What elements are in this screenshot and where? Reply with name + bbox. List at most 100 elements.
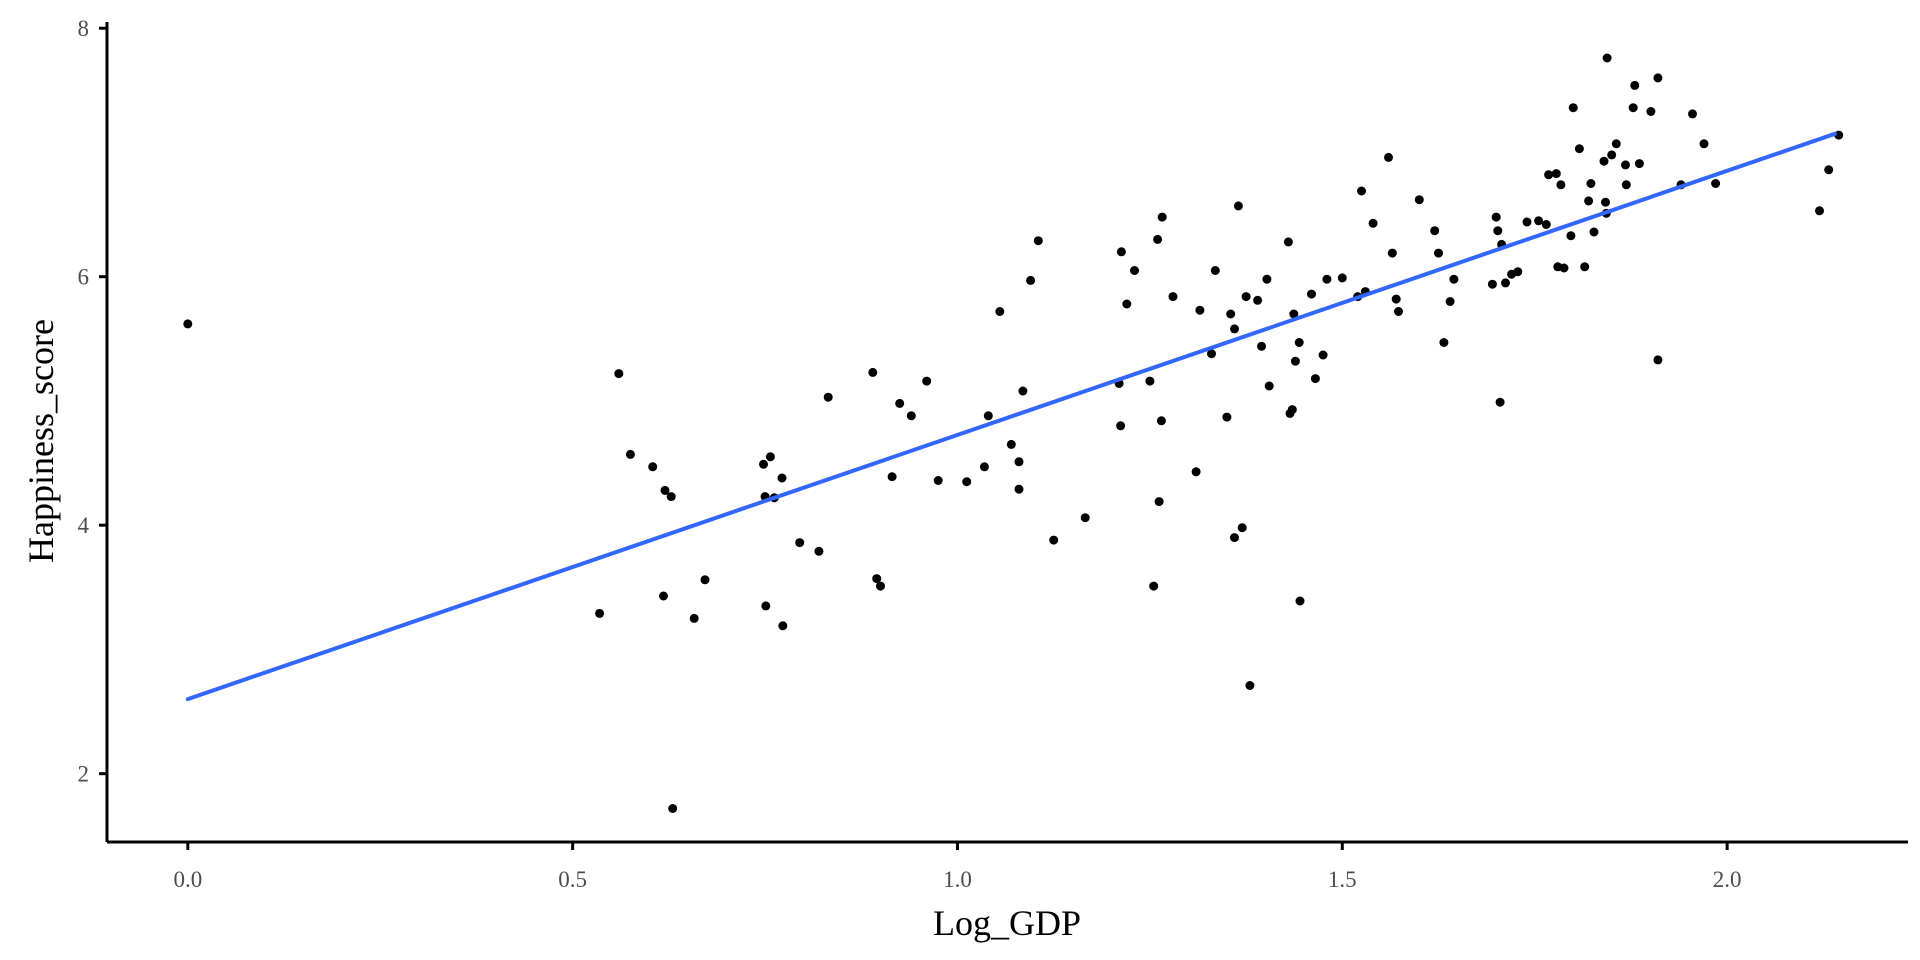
data-point <box>659 591 668 601</box>
data-point <box>1116 421 1126 431</box>
data-point <box>1630 80 1640 90</box>
data-point <box>1006 439 1016 449</box>
data-point <box>814 546 824 556</box>
data-point <box>1289 309 1299 319</box>
data-point <box>922 376 932 386</box>
data-point <box>1290 356 1300 366</box>
data-point <box>1391 294 1401 304</box>
data-point <box>1018 386 1028 396</box>
data-point <box>1145 376 1155 386</box>
data-point <box>1621 160 1630 170</box>
data-point <box>1195 305 1205 315</box>
data-point <box>1568 103 1578 113</box>
data-point <box>666 492 676 502</box>
data-point <box>1711 179 1721 188</box>
data-point <box>1310 374 1320 384</box>
y-tick-label: 6 <box>78 265 90 290</box>
data-point <box>1153 234 1163 244</box>
data-point <box>1449 274 1459 284</box>
data-point <box>1574 144 1584 154</box>
data-point <box>778 621 788 631</box>
data-point <box>1522 217 1532 227</box>
data-point <box>962 477 972 487</box>
data-point <box>1283 237 1293 247</box>
data-point <box>995 307 1005 316</box>
data-point <box>1130 266 1139 275</box>
data-point <box>1049 535 1059 545</box>
data-point <box>183 319 193 329</box>
data-point <box>1318 350 1328 360</box>
data-point <box>1653 355 1663 365</box>
data-point <box>1168 292 1178 302</box>
data-point <box>1414 195 1424 205</box>
data-point <box>1621 180 1631 190</box>
data-point <box>1551 169 1561 179</box>
data-point <box>1495 397 1505 407</box>
data-point <box>1207 349 1216 359</box>
data-point <box>1824 165 1834 175</box>
data-point <box>1394 307 1403 316</box>
data-point <box>1237 523 1247 533</box>
data-point <box>887 472 897 482</box>
data-point <box>1384 152 1393 162</box>
y-axis-ticks: 2 4 6 8 <box>78 16 107 787</box>
data-point <box>689 613 699 623</box>
data-point <box>1245 681 1255 690</box>
data-point <box>1646 107 1656 116</box>
data-point <box>1586 179 1596 188</box>
data-point <box>1295 596 1305 606</box>
x-tick-label: 2.0 <box>1713 867 1742 892</box>
data-point <box>1154 497 1164 507</box>
data-point <box>625 449 635 459</box>
data-point <box>1653 73 1663 83</box>
x-tick-label: 1.5 <box>1328 867 1357 892</box>
data-point <box>1230 533 1239 543</box>
data-point <box>1434 248 1443 258</box>
data-point <box>1156 416 1166 426</box>
data-point <box>1445 297 1455 306</box>
data-point <box>1580 262 1590 272</box>
data-point <box>700 575 710 585</box>
data-point <box>979 462 989 472</box>
data-point <box>1602 53 1612 63</box>
data-point <box>1815 206 1824 216</box>
data-point <box>1628 103 1638 113</box>
data-point <box>872 574 882 584</box>
data-point <box>595 608 605 618</box>
data-point <box>1226 309 1236 319</box>
data-point <box>1026 275 1036 285</box>
fit-line <box>185 131 1837 702</box>
data-point <box>1566 231 1576 241</box>
data-point <box>1501 278 1510 288</box>
data-point <box>1241 292 1251 302</box>
data-point <box>1230 324 1239 334</box>
data-point <box>895 398 905 408</box>
data-point <box>983 411 993 421</box>
x-tick-label: 1.0 <box>943 867 972 892</box>
y-tick-label: 8 <box>78 16 90 41</box>
data-point <box>1287 405 1297 415</box>
data-points <box>183 53 1844 813</box>
x-tick-label: 0.5 <box>558 867 587 892</box>
y-axis-title: Happiness_score <box>21 319 61 563</box>
data-point <box>1357 186 1366 196</box>
data-point <box>1607 150 1617 160</box>
x-tick-label: 0.0 <box>173 867 202 892</box>
data-point <box>1368 218 1378 228</box>
data-point <box>1491 212 1501 222</box>
data-point <box>1541 220 1551 229</box>
data-point <box>1556 180 1566 190</box>
data-point <box>795 538 805 548</box>
data-point <box>1599 156 1609 166</box>
data-point <box>668 804 678 813</box>
data-point <box>1337 273 1347 283</box>
data-point <box>1233 201 1243 211</box>
data-point <box>876 581 885 591</box>
x-axis-title: Log_GDP <box>933 903 1081 943</box>
data-point <box>1611 139 1621 149</box>
y-tick-label: 2 <box>78 762 90 787</box>
data-point <box>933 476 943 485</box>
x-axis-ticks: 0.0 0.5 1.0 1.5 2.0 <box>173 842 1742 892</box>
y-tick-label: 4 <box>78 513 90 538</box>
